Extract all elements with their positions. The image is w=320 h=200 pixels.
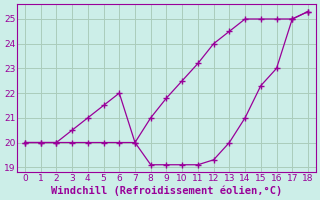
X-axis label: Windchill (Refroidissement éolien,°C): Windchill (Refroidissement éolien,°C) xyxy=(51,185,282,196)
